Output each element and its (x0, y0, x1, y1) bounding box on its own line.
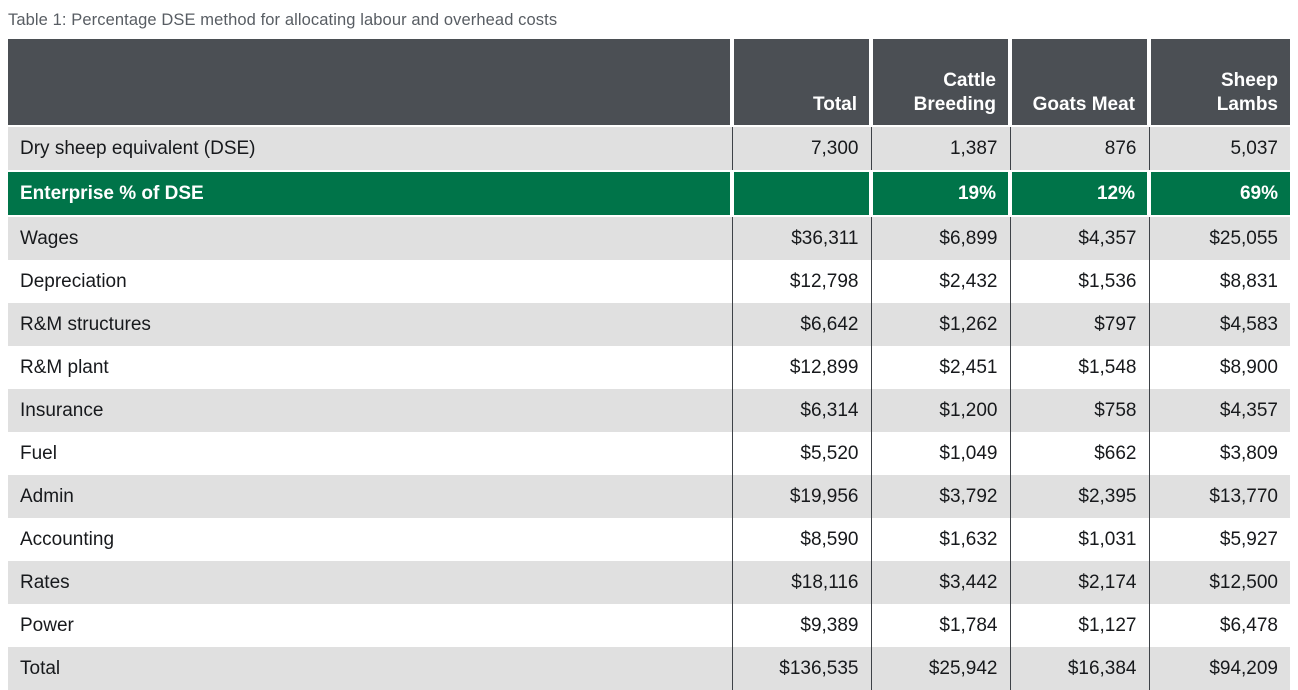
cell-value: $136,535 (731, 647, 871, 690)
cell-value: $12,798 (731, 260, 871, 303)
cell-value: $4,357 (1009, 216, 1149, 260)
cell-value: $18,116 (731, 561, 871, 604)
table-row-enterprise-pct: Enterprise % of DSE 19% 12% 69% (8, 170, 1290, 217)
cell-value: $2,432 (870, 260, 1010, 303)
cell-value: $1,031 (1009, 518, 1149, 561)
page: Table 1: Percentage DSE method for alloc… (8, 11, 1290, 690)
cell-value: $2,174 (1009, 561, 1149, 604)
cell-value: $12,899 (731, 346, 871, 389)
column-header-sheep-lambs: Sheep Lambs (1147, 39, 1290, 127)
cell-value: $94,209 (1148, 647, 1290, 690)
cell-value: $3,442 (870, 561, 1010, 604)
cell-value: 19% (869, 170, 1010, 217)
table-caption: Table 1: Percentage DSE method for alloc… (8, 11, 558, 29)
table-row-depreciation: Depreciation $12,798 $2,432 $1,536 $8,83… (8, 260, 1290, 303)
cell-value: $1,632 (870, 518, 1010, 561)
dse-allocation-table: Total Cattle Breeding Goats Meat Sheep L… (8, 39, 1290, 690)
cell-value: $2,395 (1009, 475, 1149, 518)
row-label: Admin (8, 475, 732, 518)
cell-value: $1,200 (870, 389, 1010, 432)
cell-value: $3,809 (1148, 432, 1290, 475)
cell-value: $8,900 (1148, 346, 1290, 389)
cell-value: $1,536 (1009, 260, 1149, 303)
row-label: Dry sheep equivalent (DSE) (8, 126, 732, 171)
cell-value: $16,384 (1009, 647, 1149, 690)
row-label: R&M structures (8, 303, 732, 346)
cell-value: $758 (1009, 389, 1149, 432)
cell-value: 5,037 (1148, 126, 1290, 171)
cell-value: $19,956 (731, 475, 871, 518)
cell-value: $6,314 (731, 389, 871, 432)
cell-value: $5,927 (1148, 518, 1290, 561)
cell-value: $6,642 (731, 303, 871, 346)
cell-value: $12,500 (1148, 561, 1290, 604)
table-row-dse: Dry sheep equivalent (DSE) 7,300 1,387 8… (8, 126, 1290, 171)
row-label: Depreciation (8, 260, 732, 303)
table-row-rm-structures: R&M structures $6,642 $1,262 $797 $4,583 (8, 303, 1290, 346)
cell-value: 69% (1147, 170, 1290, 217)
cell-value: $1,127 (1009, 604, 1149, 647)
cell-value: $797 (1009, 303, 1149, 346)
column-header-goats-meat: Goats Meat (1008, 39, 1149, 127)
row-label: Wages (8, 216, 732, 260)
cell-value: $13,770 (1148, 475, 1290, 518)
row-label: Insurance (8, 389, 732, 432)
table-row-admin: Admin $19,956 $3,792 $2,395 $13,770 (8, 475, 1290, 518)
row-label: R&M plant (8, 346, 732, 389)
table-row-total: Total $136,535 $25,942 $16,384 $94,209 (8, 647, 1290, 690)
cell-value: 7,300 (731, 126, 871, 171)
cell-value: $6,478 (1148, 604, 1290, 647)
cell-value: $6,899 (870, 216, 1010, 260)
table-row-fuel: Fuel $5,520 $1,049 $662 $3,809 (8, 432, 1290, 475)
cell-value: $25,942 (870, 647, 1010, 690)
table-row-rates: Rates $18,116 $3,442 $2,174 $12,500 (8, 561, 1290, 604)
cell-value: $5,520 (731, 432, 871, 475)
row-label: Accounting (8, 518, 732, 561)
column-header-cattle-breeding: Cattle Breeding (869, 39, 1010, 127)
row-label: Power (8, 604, 732, 647)
cell-value: $1,548 (1009, 346, 1149, 389)
table-row-accounting: Accounting $8,590 $1,632 $1,031 $5,927 (8, 518, 1290, 561)
cell-value: 12% (1008, 170, 1149, 217)
cell-value (730, 170, 871, 217)
cell-value: $8,831 (1148, 260, 1290, 303)
cell-value: $1,262 (870, 303, 1010, 346)
cell-value: $4,583 (1148, 303, 1290, 346)
cell-value: 1,387 (870, 126, 1010, 171)
cell-value: $662 (1009, 432, 1149, 475)
column-header-total: Total (730, 39, 871, 127)
cell-value: $4,357 (1148, 389, 1290, 432)
cell-value: $8,590 (731, 518, 871, 561)
cell-value: $36,311 (731, 216, 871, 260)
table-row-wages: Wages $36,311 $6,899 $4,357 $25,055 (8, 216, 1290, 260)
cell-value: 876 (1009, 126, 1149, 171)
column-header-blank (8, 39, 732, 127)
cell-value: $25,055 (1148, 216, 1290, 260)
cell-value: $1,049 (870, 432, 1010, 475)
cell-value: $9,389 (731, 604, 871, 647)
table-row-insurance: Insurance $6,314 $1,200 $758 $4,357 (8, 389, 1290, 432)
row-label: Fuel (8, 432, 732, 475)
header-row: Total Cattle Breeding Goats Meat Sheep L… (8, 39, 1290, 127)
cell-value: $2,451 (870, 346, 1010, 389)
table-row-power: Power $9,389 $1,784 $1,127 $6,478 (8, 604, 1290, 647)
cell-value: $3,792 (870, 475, 1010, 518)
row-label: Enterprise % of DSE (8, 170, 732, 217)
row-label: Total (8, 647, 732, 690)
table-row-rm-plant: R&M plant $12,899 $2,451 $1,548 $8,900 (8, 346, 1290, 389)
cell-value: $1,784 (870, 604, 1010, 647)
row-label: Rates (8, 561, 732, 604)
